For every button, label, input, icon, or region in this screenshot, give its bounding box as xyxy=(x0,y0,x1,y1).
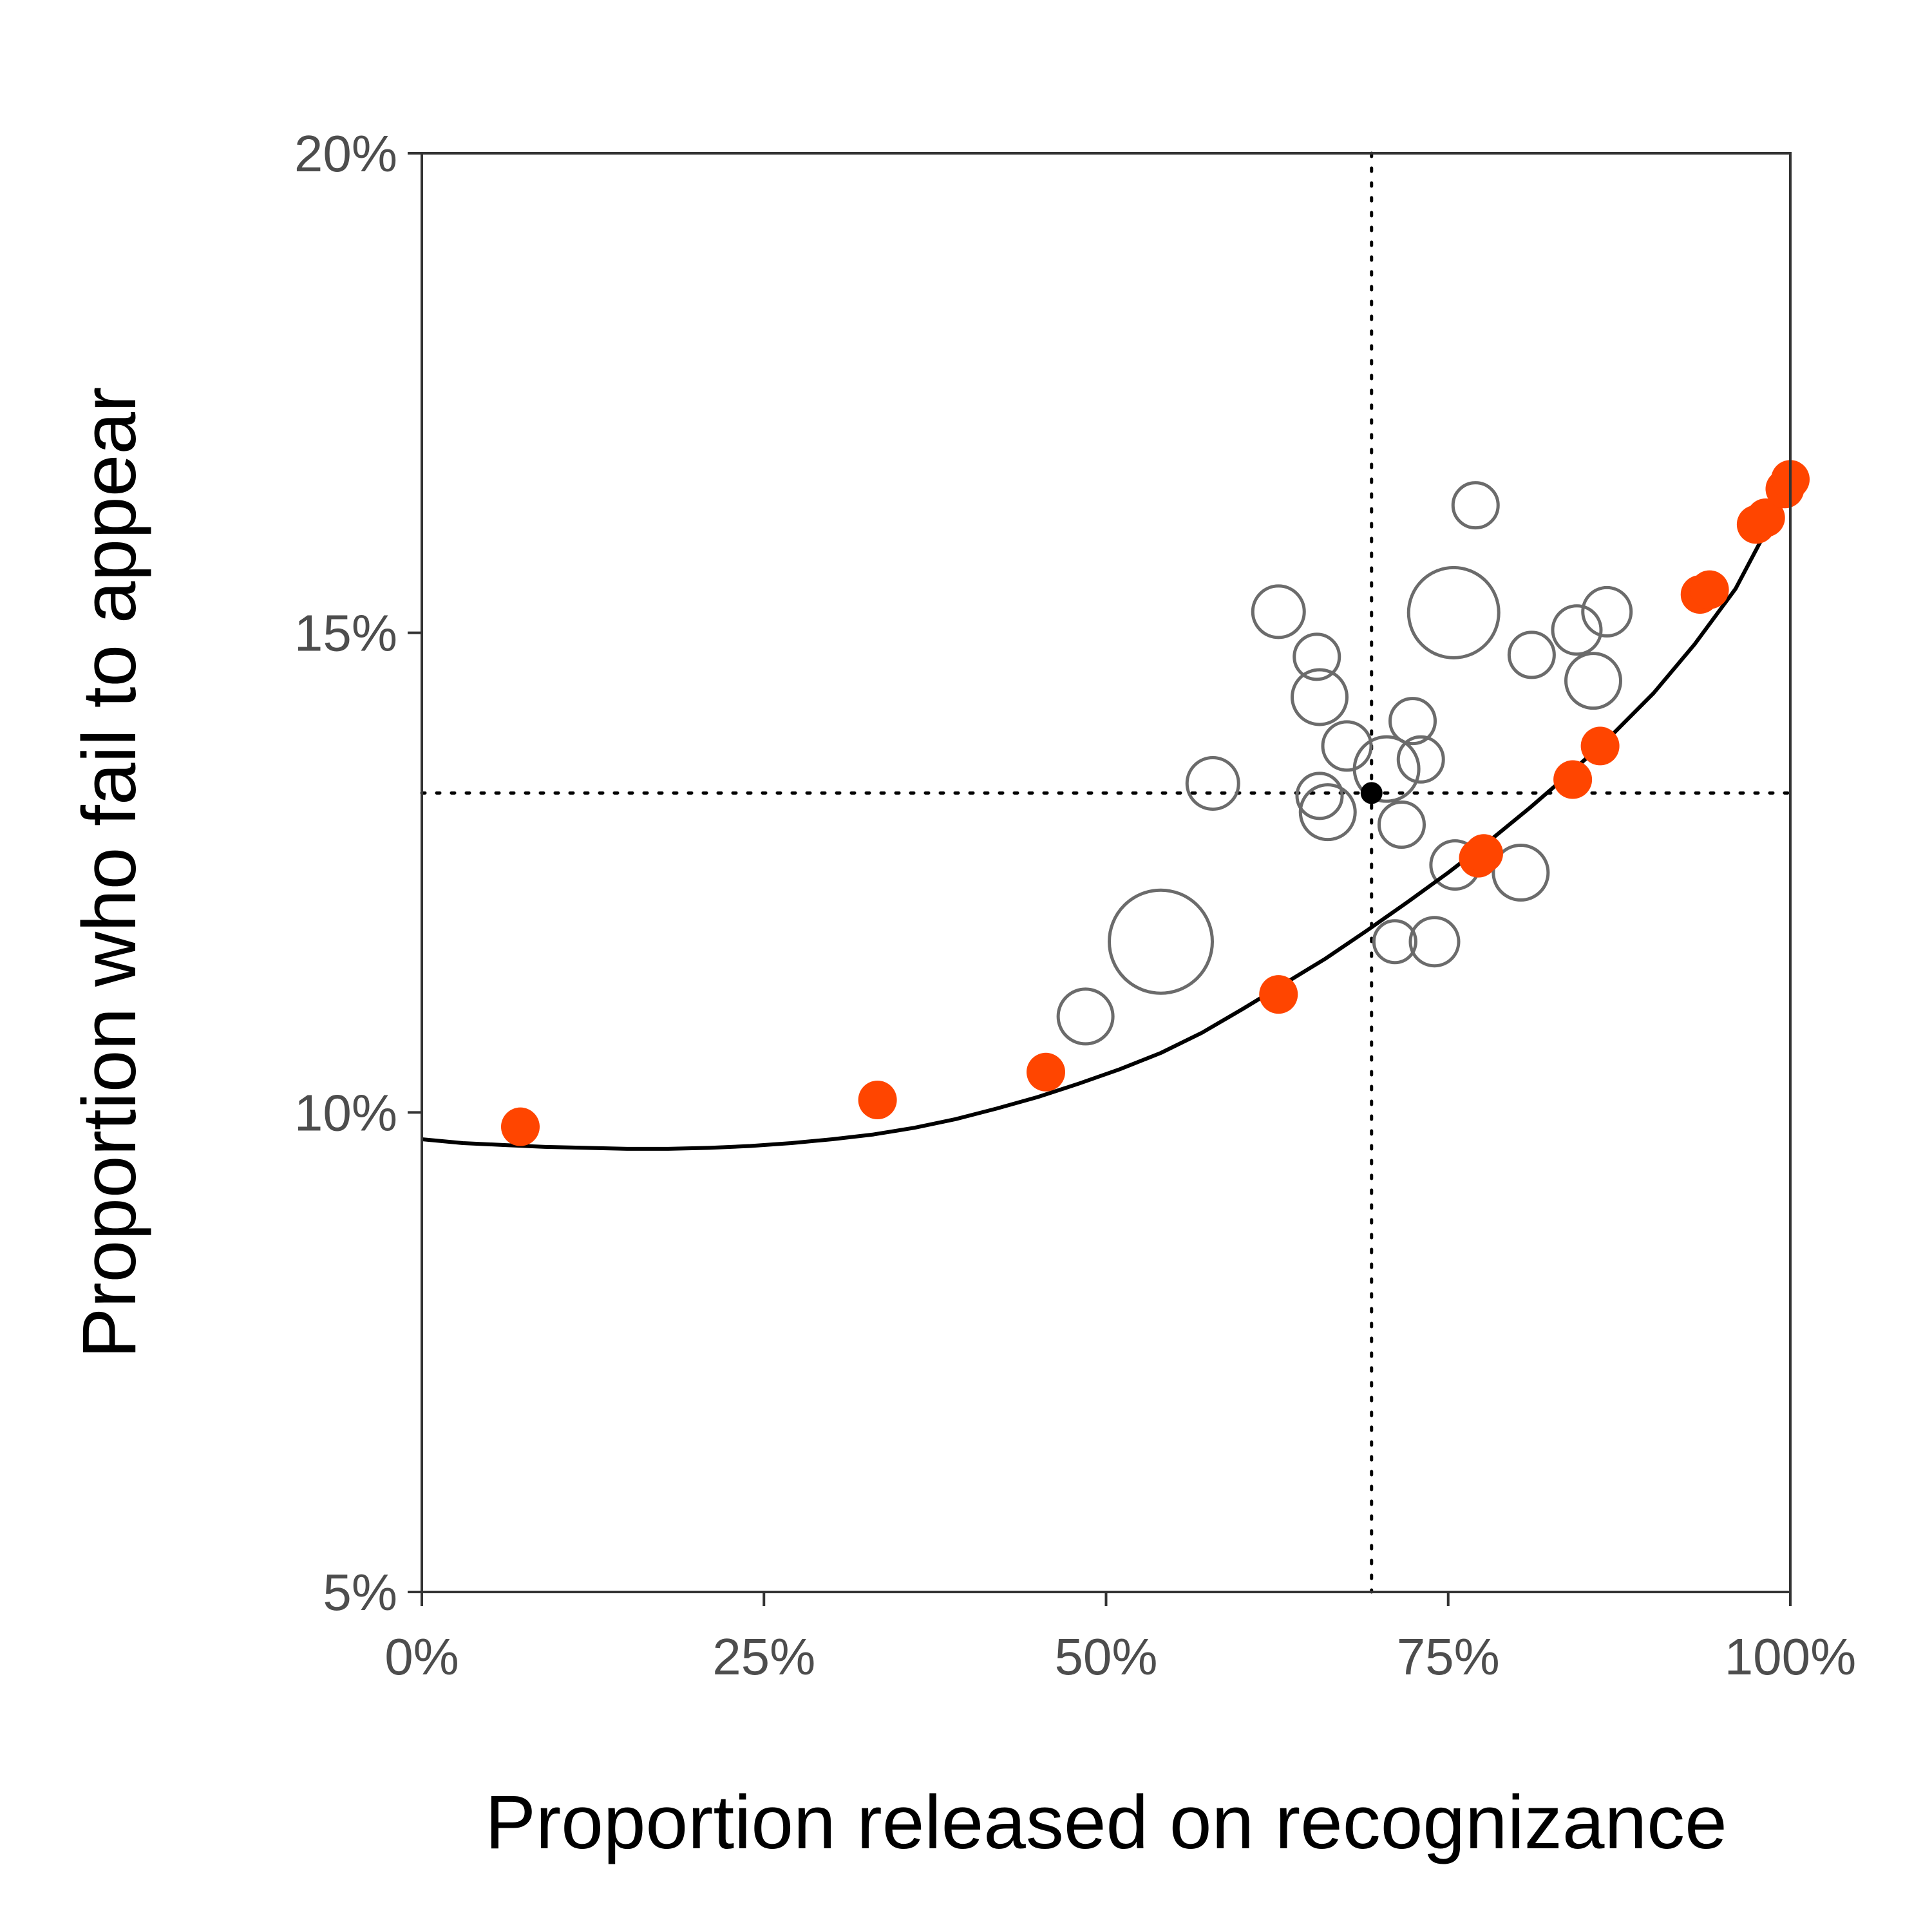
filled-point xyxy=(501,1107,540,1146)
fit-curve-layer xyxy=(421,536,1765,1151)
filled-point xyxy=(1746,498,1785,537)
x-tick-label: 25% xyxy=(712,1628,815,1685)
hollow-point xyxy=(1564,652,1622,710)
y-axis: 5% 10% 15% 20% xyxy=(294,125,422,1621)
filled-point xyxy=(1259,975,1298,1014)
hollow-point xyxy=(1396,735,1445,784)
hollow-point xyxy=(1406,565,1501,659)
hollow-point xyxy=(1108,888,1214,995)
y-tick-label: 10% xyxy=(294,1084,397,1141)
y-tick-label: 20% xyxy=(294,125,397,182)
hollow-point xyxy=(1372,919,1417,965)
hollow-point xyxy=(1581,585,1633,638)
reference-point xyxy=(1360,782,1383,804)
x-axis-title: Proportion released on recognizance xyxy=(485,1780,1727,1865)
hollow-point xyxy=(1251,584,1306,639)
hollow-point xyxy=(1492,844,1550,902)
hollow-point xyxy=(1507,630,1556,679)
hollow-point xyxy=(1352,735,1421,803)
x-axis: 0% 25% 50% 75% 100% xyxy=(384,1592,1856,1685)
x-tick-label: 100% xyxy=(1725,1628,1857,1685)
filled-point xyxy=(1580,726,1620,766)
y-tick-label: 15% xyxy=(294,605,397,662)
fit-curve xyxy=(421,536,1765,1151)
x-tick-label: 0% xyxy=(384,1628,459,1685)
filled-series xyxy=(501,460,1810,1146)
hollow-point xyxy=(1056,987,1115,1046)
reference-point-layer xyxy=(1360,782,1383,804)
hollow-point xyxy=(1293,632,1341,681)
filled-point xyxy=(1464,834,1503,873)
y-axis-title: Proportion who fail to appear xyxy=(67,387,152,1359)
hollow-point xyxy=(1551,604,1603,656)
x-tick-label: 50% xyxy=(1054,1628,1157,1685)
hollow-point xyxy=(1451,481,1500,530)
hollow-point xyxy=(1408,916,1461,968)
filled-point xyxy=(1027,1052,1065,1092)
filled-point xyxy=(1553,760,1593,799)
hollow-point xyxy=(1388,697,1437,746)
hollow-point xyxy=(1185,755,1240,811)
hollow-point xyxy=(1298,783,1357,842)
filled-point xyxy=(858,1080,897,1119)
y-tick-label: 5% xyxy=(323,1564,397,1621)
hollow-point xyxy=(1295,772,1344,820)
hollow-point xyxy=(1378,800,1426,849)
filled-point xyxy=(1690,570,1729,609)
hollow-point xyxy=(1291,668,1349,726)
x-tick-label: 75% xyxy=(1397,1628,1500,1685)
hollow-point xyxy=(1321,720,1373,772)
